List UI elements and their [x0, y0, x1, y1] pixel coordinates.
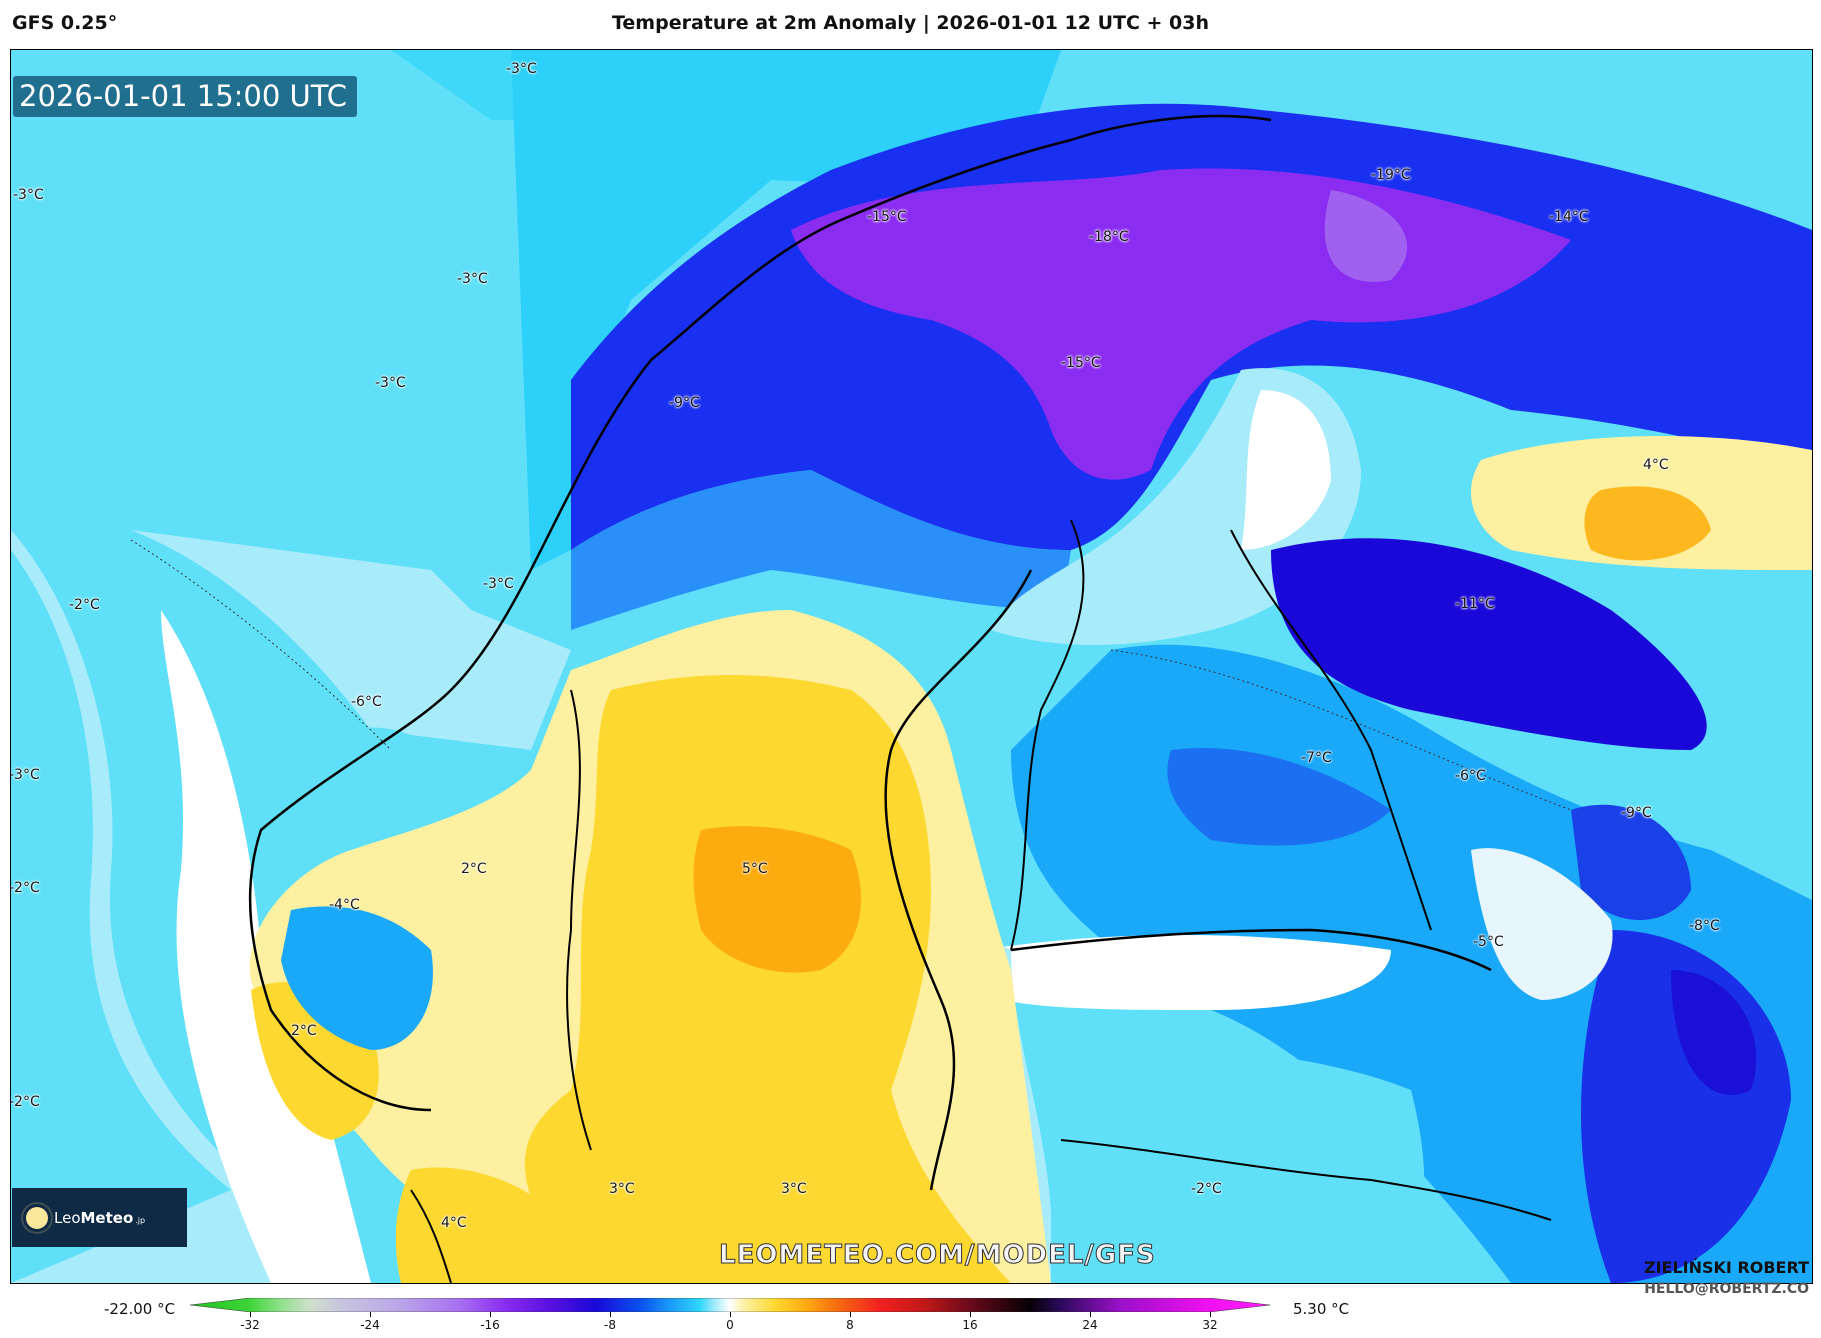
author-name: ZIELIŃSKI ROBERT — [1643, 1258, 1809, 1277]
contour-label: -3°C — [13, 187, 44, 203]
contour-label: -14°C — [1549, 209, 1589, 225]
contour-label: -3°C — [10, 767, 40, 783]
colorbar-tick-label: 24 — [1082, 1318, 1098, 1332]
contour-label: -3°C — [483, 576, 514, 592]
colorbar-tick — [1210, 1312, 1211, 1317]
contour-label: -11°C — [1455, 596, 1495, 612]
anomaly-map[interactable]: 2026-01-01 15:00 UTC -3°C -3°C -3°C -3°C -15… — [10, 49, 1813, 1284]
colorbar-tick — [970, 1312, 971, 1317]
colorbar-tick — [370, 1312, 371, 1317]
contour-label: -15°C — [1061, 355, 1101, 371]
contour-label: 4°C — [1643, 457, 1669, 473]
contour-label: -3°C — [375, 375, 406, 391]
contour-label: 3°C — [781, 1181, 807, 1197]
colorbar-min-value: -22.00 °C — [104, 1300, 176, 1318]
colorbar-tick-label: 0 — [726, 1318, 734, 1332]
logo-text-leo: Leo — [54, 1208, 81, 1227]
contour-label: -3°C — [457, 271, 488, 287]
contour-label: -2°C — [1191, 1181, 1222, 1197]
colorbar-tick-label: 16 — [962, 1318, 978, 1332]
contour-label: -6°C — [1455, 768, 1486, 784]
contour-label: -2°C — [10, 880, 40, 896]
colorbar-tick — [730, 1312, 731, 1317]
contour-label: -7°C — [1301, 750, 1332, 766]
logo-text-meteo: Meteo — [80, 1208, 134, 1227]
colorbar-tick-label: -32 — [240, 1318, 260, 1332]
contour-label: 2°C — [461, 861, 487, 877]
contour-label: -3°C — [506, 61, 537, 77]
valid-time-badge: 2026-01-01 15:00 UTC — [13, 76, 358, 117]
sun-icon — [26, 1206, 48, 1229]
contour-label: 4°C — [441, 1215, 467, 1231]
logo-text-tld: .jp — [135, 1216, 146, 1225]
leometeo-logo[interactable]: Leo Meteo .jp — [12, 1188, 187, 1247]
colorbar-max-value: 5.30 °C — [1293, 1300, 1350, 1318]
map-fields — [11, 50, 1812, 1283]
model-name: GFS 0.25° — [12, 12, 118, 34]
contour-label: -9°C — [669, 395, 700, 411]
colorbar-tick-label: -8 — [604, 1318, 616, 1332]
contour-label: -2°C — [69, 597, 100, 613]
colorbar-tick-label: -24 — [360, 1318, 380, 1332]
colorbar-tick-label: 8 — [846, 1318, 854, 1332]
colorbar-tick-label: -16 — [480, 1318, 500, 1332]
colorbar-tick — [850, 1312, 851, 1317]
contour-label: -4°C — [329, 897, 360, 913]
contour-label: -18°C — [1089, 229, 1129, 245]
colorbar-tick — [250, 1312, 251, 1317]
contour-label: -5°C — [1473, 934, 1504, 950]
colorbar-tick — [610, 1312, 611, 1317]
contour-label: 5°C — [742, 861, 768, 877]
colorbar-gradient — [190, 1298, 1270, 1312]
colorbar-tick — [490, 1312, 491, 1317]
chart-title: Temperature at 2m Anomaly | 2026-01-01 1… — [611, 12, 1210, 34]
contour-label: -9°C — [1621, 805, 1652, 821]
contour-label: 2°C — [291, 1023, 317, 1039]
contour-label: -15°C — [867, 209, 907, 225]
contour-label: -2°C — [10, 1094, 40, 1110]
colorbar-tick — [1090, 1312, 1091, 1317]
colorbar-legend: -22.00 °C -32 -24 -16 -8 0 8 16 24 32 5.30 °C — [0, 1290, 1821, 1338]
author-email[interactable]: HELLO@ROBERTZ.CO — [1644, 1281, 1809, 1297]
contour-label: -19°C — [1371, 167, 1411, 183]
watermark-url: LEOMETEO.COM/MODEL/GFS — [719, 1240, 1156, 1271]
colorbar-tick-label: 32 — [1202, 1318, 1218, 1332]
contour-label: -8°C — [1689, 918, 1720, 934]
contour-label: -6°C — [351, 694, 382, 710]
contour-label: 3°C — [609, 1181, 635, 1197]
